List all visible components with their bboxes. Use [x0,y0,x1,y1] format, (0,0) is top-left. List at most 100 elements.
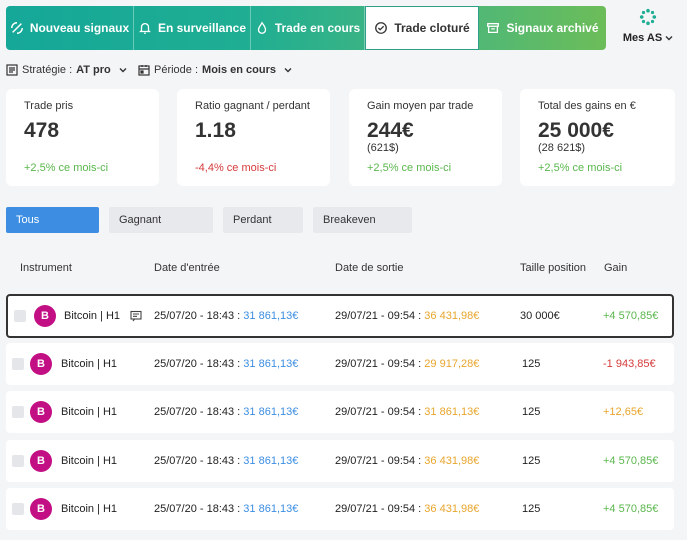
exit-price: 29 917,28€ [424,358,480,370]
avatar: B [30,353,52,375]
strategy-label: Stratégie : [22,64,73,76]
stat-change: +2,5% ce mois-ci [367,162,452,174]
entry-date: 25/07/20 - 18:43 : 31 861,13€ [154,455,299,467]
column-header[interactable]: Taille position [520,262,587,274]
exit-date: 29/07/21 - 09:54 : 36 431,98€ [335,503,480,515]
table-row[interactable]: B Bitcoin | H1 25/07/20 - 18:43 : 31 861… [6,488,674,530]
row-checkbox[interactable] [12,358,24,370]
filter-breakeven-button[interactable]: Breakeven [313,207,412,233]
gain-value: -1 943,85€ [603,358,656,370]
avatar: B [30,450,52,472]
strategy-value: AT pro [76,64,111,76]
row-checkbox[interactable] [12,455,24,467]
stat-change: +2,5% ce mois-ci [24,162,109,174]
stat-sub-value: (621$) [367,142,399,154]
tab-en-surveillance[interactable]: En surveillance [134,6,251,50]
avatar: B [30,498,52,520]
chevron-down-icon [119,68,127,73]
column-header[interactable]: Date d'entrée [154,262,220,274]
stat-label: Total des gains en € [538,100,636,112]
position-size: 125 [522,503,541,515]
entry-date: 25/07/20 - 18:43 : 31 861,13€ [154,358,299,370]
tab-label: Signaux archivé [506,21,599,35]
avatar: B [34,305,56,327]
calendar-icon [138,65,150,76]
instrument-name: Bitcoin | H1 [61,455,118,467]
table-row[interactable]: B Bitcoin | H1 25/07/20 - 18:43 : 31 861… [6,391,674,433]
position-size: 125 [522,406,541,418]
entry-price: 31 861,13€ [243,406,299,418]
stat-card-ratio: Ratio gagnant / perdant 1.18 -4,4% ce mo… [177,89,330,186]
tab-label: En surveillance [157,21,247,35]
entry-date: 25/07/20 - 18:43 : 31 861,13€ [154,406,299,418]
stat-change: -4,4% ce mois-ci [195,162,277,174]
stat-value: 244€ [367,119,414,142]
entry-price: 31 861,13€ [243,310,299,322]
tab-trade-cloture[interactable]: Trade cloturé [365,6,479,50]
tab-nouveau-signaux[interactable]: Nouveau signaux [6,6,134,50]
exit-price: 36 431,98€ [424,503,480,515]
entry-price: 31 861,13€ [243,503,299,515]
stat-label: Gain moyen par trade [367,100,474,112]
instrument-name: Bitcoin | H1 [64,310,121,322]
tab-label: Trade en cours [274,21,361,35]
position-size: 125 [522,455,541,467]
table-row[interactable]: B Bitcoin | H1 25/07/20 - 18:43 : 31 861… [6,343,674,385]
chevron-down-icon [284,68,292,73]
strategy-filter[interactable]: Stratégie : AT pro [6,64,127,76]
exit-date: 29/07/21 - 09:54 : 29 917,28€ [335,358,480,370]
filter-tous-button[interactable]: Tous [6,207,99,233]
tab-label: Trade cloturé [394,21,470,35]
exit-date: 29/07/21 - 09:54 : 36 431,98€ [335,455,480,467]
flame-icon [257,21,266,34]
check-circle-icon [375,22,388,34]
comment-icon[interactable] [130,296,142,336]
exit-price: 36 431,98€ [424,455,480,467]
column-header[interactable]: Date de sortie [335,262,404,274]
row-checkbox[interactable] [14,310,26,322]
top-navigation: Nouveau signaux En surveillance Trade en… [6,6,606,50]
stat-sub-value: (28 621$) [538,142,586,154]
entry-price: 31 861,13€ [243,455,299,467]
archive-icon [487,22,500,34]
chevron-down-icon [665,36,673,41]
gain-value: +12,65€ [603,406,644,418]
stat-card-avg-gain: Gain moyen par trade 244€ (621$) +2,5% c… [349,89,502,186]
period-value: Mois en cours [202,64,276,76]
exit-price: 31 861,13€ [424,406,480,418]
period-label: Période : [154,64,199,76]
entry-price: 31 861,13€ [243,358,299,370]
filter-icon [6,64,18,76]
exit-date: 29/07/21 - 09:54 : 36 431,98€ [335,310,480,322]
gain-value: +4 570,85€ [603,310,659,322]
gain-value: +4 570,85€ [603,455,659,467]
column-header[interactable]: Gain [604,262,628,274]
avatar: B [30,401,52,423]
stat-label: Trade pris [24,100,74,112]
table-row[interactable]: B Bitcoin | H1 25/07/20 - 18:43 : 31 861… [6,294,674,338]
period-filter[interactable]: Période : Mois en cours [138,64,292,76]
filter-perdant-button[interactable]: Perdant [223,207,303,233]
exit-date: 29/07/21 - 09:54 : 31 861,13€ [335,406,480,418]
stat-value: 478 [24,119,60,142]
row-checkbox[interactable] [12,406,24,418]
position-size: 125 [522,358,541,370]
row-checkbox[interactable] [12,503,24,515]
tab-signaux-archive[interactable]: Signaux archivé [479,6,606,50]
stat-card-total-gain: Total des gains en € 25 000€ (28 621$) +… [520,89,675,186]
instrument-name: Bitcoin | H1 [61,503,118,515]
column-header[interactable]: Instrument [20,262,72,274]
logo-icon [639,8,657,26]
instrument-name: Bitcoin | H1 [61,406,118,418]
exit-price: 36 431,98€ [424,310,480,322]
instrument-name: Bitcoin | H1 [61,358,118,370]
entry-date: 25/07/20 - 18:43 : 31 861,13€ [154,310,299,322]
account-menu[interactable]: Mes AS [615,8,681,50]
position-size: 30 000€ [520,310,560,322]
gain-value: +4 570,85€ [603,503,659,515]
tab-trade-en-cours[interactable]: Trade en cours [251,6,365,50]
tab-label: Nouveau signaux [29,21,130,35]
table-row[interactable]: B Bitcoin | H1 25/07/20 - 18:43 : 31 861… [6,440,674,482]
stat-change: +2,5% ce mois-ci [538,162,623,174]
filter-gagnant-button[interactable]: Gagnant [109,207,213,233]
